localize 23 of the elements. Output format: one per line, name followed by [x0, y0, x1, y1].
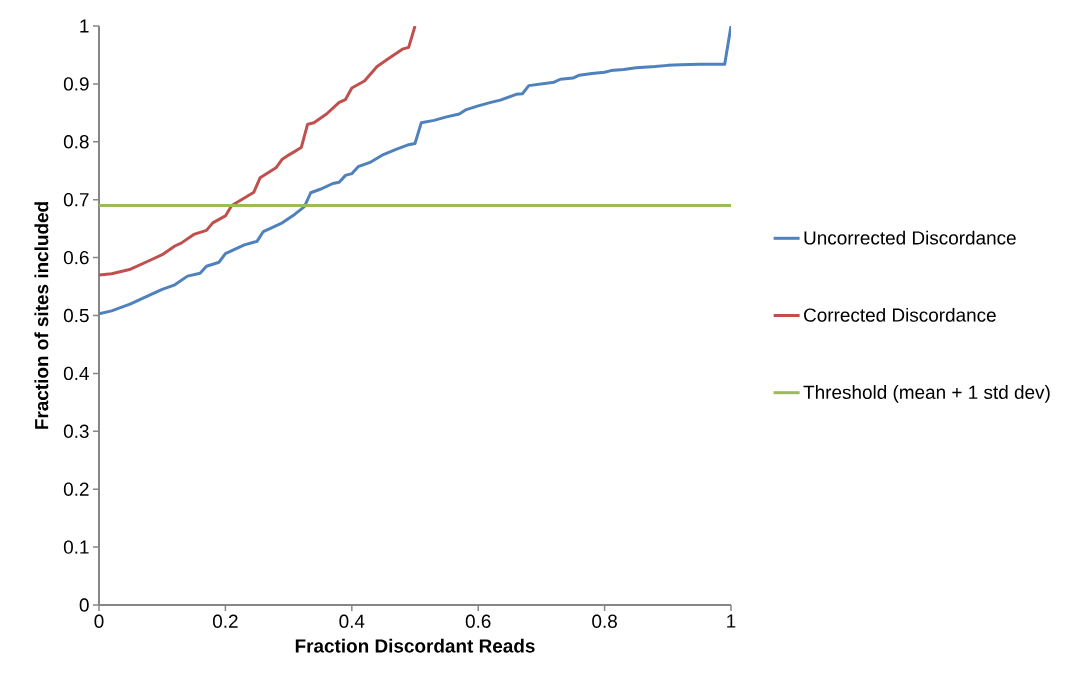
y-tick-label: 0.1	[63, 540, 89, 554]
legend-label: Corrected Discordance	[804, 307, 996, 322]
y-tick-label: 0.6	[63, 250, 89, 265]
y-axis-title: Fraction of sites included	[34, 202, 49, 429]
y-tick-label: 0.8	[63, 135, 89, 149]
y-tick-label: 0.4	[63, 366, 89, 381]
y-tick-label: 0.3	[63, 424, 89, 438]
x-tick-label: 0.6	[465, 614, 491, 628]
x-tick-label: 0.2	[212, 614, 238, 628]
y-tick-label: 0	[79, 598, 89, 612]
x-tick-label: 0.8	[592, 614, 617, 628]
y-tick-label: 0.7	[63, 192, 89, 207]
y-tick-label: 1	[80, 19, 89, 33]
y-tick-label: 0.9	[63, 77, 89, 91]
y-tick-label: 0.2	[63, 482, 89, 496]
legend-label: Uncorrected Discordance	[804, 230, 1016, 245]
line-series	[99, 25, 417, 277]
x-axis-title: Fraction Discordant Reads	[295, 638, 535, 653]
y-tick-label: 0.5	[63, 308, 89, 323]
x-tick-label: 0.4	[339, 614, 365, 628]
x-tick-label: 1	[727, 614, 736, 628]
legend-label: Threshold (mean + 1 std dev)	[803, 385, 1050, 403]
x-tick-label: 0	[94, 614, 104, 628]
